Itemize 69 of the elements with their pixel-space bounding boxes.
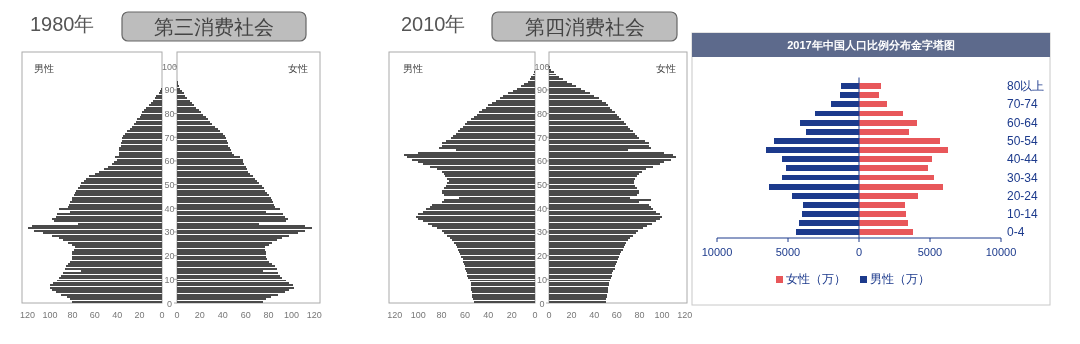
y-tick-label: 30	[536, 227, 548, 238]
x-tick-label: 20	[194, 310, 205, 320]
y-tick-label: 40	[536, 203, 548, 214]
y-tick-label: 10	[536, 274, 548, 285]
x-tick-label: 80	[67, 310, 78, 320]
x-tick-label: 0	[855, 246, 863, 258]
chart-subtitle: 第四消费社会	[524, 16, 645, 38]
x-tick-label: 120	[306, 310, 322, 320]
text: 女性	[288, 63, 308, 74]
y-tick-label: 10-14	[1007, 207, 1039, 222]
x-tick-label: 100	[654, 310, 670, 320]
x-tick-label: 80	[263, 310, 274, 320]
y-tick-label: 90	[536, 85, 548, 96]
chart-title: 2010年	[401, 13, 466, 35]
x-tick-label: 60	[240, 310, 251, 320]
y-tick-label: 70	[164, 132, 175, 143]
x-tick-label: 80	[634, 310, 645, 320]
legend-label: 女性（万）	[786, 272, 846, 286]
y-tick-label: 40	[164, 203, 175, 214]
y-tick-label: 100	[534, 61, 550, 72]
x-tick-label: 10000	[985, 246, 1017, 258]
y-tick-label: 0-4	[1007, 225, 1025, 240]
y-tick-label: 30-34	[1007, 170, 1039, 185]
x-tick-label: 100	[410, 310, 426, 320]
y-tick-label: 90	[164, 85, 175, 96]
y-tick-label: 60	[536, 156, 548, 167]
x-tick-label: 5000	[775, 246, 801, 258]
y-tick-label: 30	[164, 227, 175, 238]
y-tick-label: 0	[539, 298, 545, 309]
x-tick-label: 80	[436, 310, 447, 320]
x-tick-label: 40	[483, 310, 494, 320]
x-tick-label: 60	[611, 310, 622, 320]
y-tick-label: 80	[164, 109, 175, 120]
y-tick-label: 20-24	[1007, 188, 1039, 203]
x-tick-label: 100	[283, 310, 299, 320]
y-tick-label: 80	[536, 109, 548, 120]
x-tick-label: 60	[459, 310, 470, 320]
y-tick-label: 100	[161, 61, 178, 72]
x-tick-label: 20	[566, 310, 577, 320]
y-tick-label: 40-44	[1007, 152, 1039, 167]
y-tick-label: 80以上	[1007, 79, 1045, 94]
x-tick-label: 100	[42, 310, 58, 320]
x-tick-label: 120	[20, 310, 36, 320]
y-tick-label: 50	[536, 180, 548, 191]
chart-title: 1980年	[30, 13, 95, 35]
y-tick-label: 60-64	[1007, 115, 1039, 130]
chart-title: 2017年中国人口比例分布金字塔图	[787, 39, 955, 52]
x-tick-label: 5000	[917, 246, 943, 258]
y-tick-label: 0	[166, 298, 173, 309]
y-tick-label: 60	[164, 156, 175, 167]
x-tick-label: 60	[89, 310, 100, 320]
x-tick-label: 120	[677, 310, 693, 320]
y-tick-label: 50-54	[1007, 133, 1039, 148]
x-tick-label: 20	[134, 310, 145, 320]
y-tick-label: 10	[164, 274, 175, 285]
x-tick-label: 120	[387, 310, 403, 320]
y-tick-label: 70	[536, 132, 548, 143]
x-tick-label: 40	[217, 310, 228, 320]
x-tick-label: 10000	[701, 246, 733, 258]
x-tick-label: 40	[589, 310, 600, 320]
chart-subtitle: 第三消费社会	[154, 16, 274, 38]
x-tick-label: 40	[112, 310, 123, 320]
y-tick-label: 70-74	[1007, 97, 1039, 112]
text: 男性	[34, 63, 54, 74]
legend-label: 男性（万）	[870, 272, 930, 286]
text: 女性	[656, 63, 676, 74]
y-tick-label: 50	[164, 180, 175, 191]
text: 男性	[403, 63, 423, 74]
x-tick-label: 20	[506, 310, 517, 320]
